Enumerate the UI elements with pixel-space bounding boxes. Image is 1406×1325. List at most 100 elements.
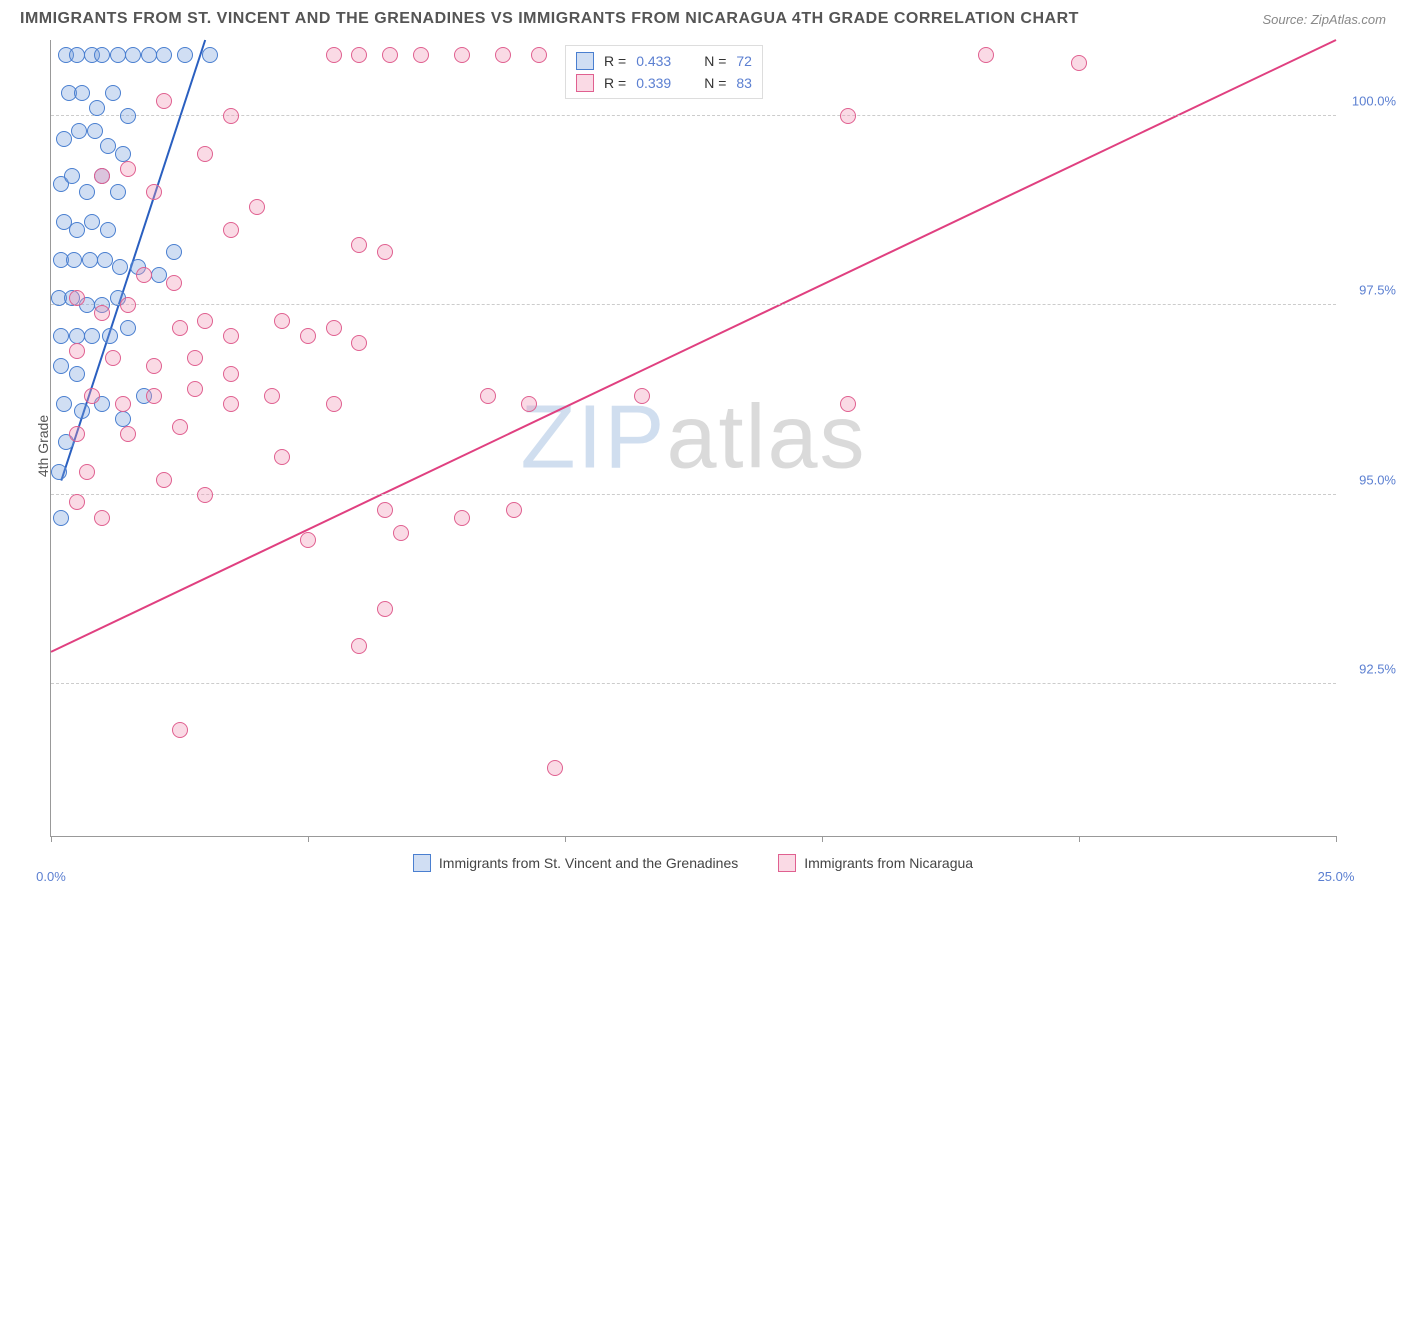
y-tick-label: 97.5% (1359, 283, 1396, 298)
scatter-point-nic (146, 184, 162, 200)
scatter-point-nic (69, 494, 85, 510)
trend-line-nic (51, 40, 1336, 652)
scatter-point-nic (351, 335, 367, 351)
scatter-point-nic (480, 388, 496, 404)
scatter-point-svg (66, 252, 82, 268)
scatter-point-nic (377, 601, 393, 617)
scatter-point-nic (351, 638, 367, 654)
scatter-point-nic (187, 350, 203, 366)
scatter-point-nic (172, 320, 188, 336)
scatter-point-svg (97, 252, 113, 268)
scatter-point-svg (115, 146, 131, 162)
scatter-point-nic (840, 108, 856, 124)
scatter-point-svg (112, 259, 128, 275)
scatter-point-svg (89, 100, 105, 116)
legend-item-nic: Immigrants from Nicaragua (778, 854, 973, 872)
scatter-point-svg (202, 47, 218, 63)
scatter-point-nic (393, 525, 409, 541)
legend-statistics-box: R =0.433N =72R =0.339N =83 (565, 45, 763, 99)
scatter-point-nic (223, 366, 239, 382)
scatter-point-svg (53, 358, 69, 374)
scatter-point-nic (300, 328, 316, 344)
scatter-point-svg (120, 320, 136, 336)
scatter-point-nic (84, 388, 100, 404)
y-axis-label: 4th Grade (35, 415, 51, 477)
scatter-point-nic (105, 350, 121, 366)
scatter-point-svg (166, 244, 182, 260)
scatter-point-svg (110, 47, 126, 63)
scatter-point-svg (94, 47, 110, 63)
legend-swatch (576, 74, 594, 92)
scatter-point-nic (223, 222, 239, 238)
scatter-point-nic (223, 328, 239, 344)
n-label: N = (704, 53, 726, 69)
scatter-point-svg (56, 131, 72, 147)
scatter-point-nic (156, 93, 172, 109)
scatter-point-svg (56, 396, 72, 412)
gridline (51, 494, 1336, 495)
scatter-point-nic (94, 510, 110, 526)
scatter-point-svg (69, 328, 85, 344)
scatter-point-svg (69, 366, 85, 382)
legend-stat-row-nic: R =0.339N =83 (576, 74, 752, 92)
scatter-point-nic (454, 510, 470, 526)
scatter-point-nic (197, 313, 213, 329)
scatter-point-nic (223, 108, 239, 124)
r-label: R = (604, 53, 626, 69)
r-value: 0.433 (636, 53, 686, 69)
r-label: R = (604, 75, 626, 91)
scatter-point-svg (177, 47, 193, 63)
scatter-point-nic (274, 313, 290, 329)
scatter-point-svg (84, 328, 100, 344)
scatter-point-svg (125, 47, 141, 63)
legend-series: Immigrants from St. Vincent and the Gren… (50, 854, 1336, 872)
legend-label: Immigrants from Nicaragua (804, 855, 973, 871)
scatter-point-nic (197, 146, 213, 162)
scatter-point-nic (197, 487, 213, 503)
scatter-point-svg (53, 510, 69, 526)
scatter-point-nic (531, 47, 547, 63)
scatter-point-nic (377, 502, 393, 518)
scatter-point-nic (120, 161, 136, 177)
scatter-point-nic (146, 388, 162, 404)
scatter-point-svg (69, 47, 85, 63)
scatter-point-nic (172, 419, 188, 435)
scatter-point-svg (105, 85, 121, 101)
legend-swatch (576, 52, 594, 70)
n-label: N = (704, 75, 726, 91)
x-tick (822, 836, 823, 842)
scatter-point-nic (69, 426, 85, 442)
scatter-point-svg (151, 267, 167, 283)
scatter-point-svg (71, 123, 87, 139)
chart-title: IMMIGRANTS FROM ST. VINCENT AND THE GREN… (20, 10, 1079, 28)
scatter-point-svg (82, 252, 98, 268)
scatter-point-svg (87, 123, 103, 139)
scatter-point-nic (146, 358, 162, 374)
scatter-point-nic (166, 275, 182, 291)
x-tick (565, 836, 566, 842)
scatter-point-svg (79, 184, 95, 200)
scatter-point-svg (69, 222, 85, 238)
legend-swatch (778, 854, 796, 872)
scatter-point-svg (74, 403, 90, 419)
scatter-point-svg (102, 328, 118, 344)
scatter-point-nic (187, 381, 203, 397)
y-tick-label: 92.5% (1359, 662, 1396, 677)
scatter-point-nic (94, 168, 110, 184)
scatter-point-svg (53, 328, 69, 344)
legend-label: Immigrants from St. Vincent and the Gren… (439, 855, 738, 871)
watermark: ZIPatlas (520, 387, 866, 490)
legend-swatch (413, 854, 431, 872)
scatter-point-nic (377, 244, 393, 260)
scatter-point-svg (110, 184, 126, 200)
legend-item-svg: Immigrants from St. Vincent and the Gren… (413, 854, 738, 872)
scatter-point-nic (120, 297, 136, 313)
scatter-point-nic (249, 199, 265, 215)
scatter-point-nic (264, 388, 280, 404)
scatter-point-nic (506, 502, 522, 518)
scatter-point-nic (382, 47, 398, 63)
scatter-point-svg (74, 85, 90, 101)
scatter-point-nic (495, 47, 511, 63)
scatter-point-svg (120, 108, 136, 124)
scatter-point-nic (547, 760, 563, 776)
